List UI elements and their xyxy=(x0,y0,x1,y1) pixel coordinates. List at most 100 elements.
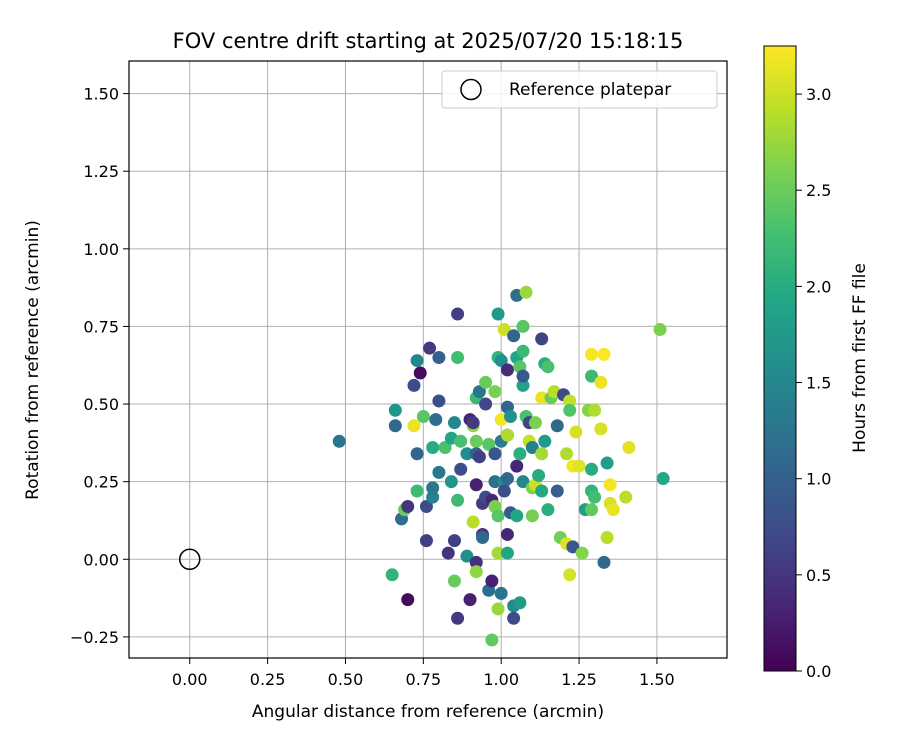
scatter-point xyxy=(432,394,446,408)
y-tick-label: 0.50 xyxy=(83,395,119,414)
scatter-point xyxy=(441,546,455,560)
scatter-point xyxy=(426,441,440,455)
scatter-point xyxy=(401,593,415,607)
scatter-point xyxy=(388,419,402,433)
x-tick-label: 0.25 xyxy=(250,670,286,689)
colorbar-tick-label: 0.0 xyxy=(806,662,831,681)
reference-platepar-marker xyxy=(178,548,201,571)
y-tick-label: −0.25 xyxy=(70,628,119,647)
scatter-point xyxy=(447,534,461,548)
colorbar-gradient xyxy=(763,45,797,672)
scatter-point xyxy=(491,546,505,560)
scatter-point xyxy=(472,385,486,399)
scatter-point xyxy=(510,509,524,523)
x-axis: 0.00 0.25 0.50 0.75 1.00 1.25 1.50 xyxy=(172,658,675,689)
scatter-point xyxy=(519,285,533,299)
colorbar-tick-label: 1.0 xyxy=(806,470,831,489)
scatter-point xyxy=(419,534,433,548)
scatter-point xyxy=(407,378,421,392)
legend: Reference platepar xyxy=(441,70,718,109)
x-tick-label: 0.75 xyxy=(406,670,442,689)
scatter-point xyxy=(600,531,614,545)
scatter-point xyxy=(488,385,502,399)
scatter-point xyxy=(447,416,461,430)
scatter-point xyxy=(597,555,611,569)
scatter-point xyxy=(410,447,424,461)
scatter-point xyxy=(426,490,440,504)
scatter-point xyxy=(469,565,483,579)
scatter-point xyxy=(500,472,514,486)
scatter-point xyxy=(463,593,477,607)
scatter-point xyxy=(525,509,539,523)
scatter-point xyxy=(485,633,499,647)
scatter-point xyxy=(588,490,602,504)
scatter-point xyxy=(525,441,539,455)
x-tick-label: 1.00 xyxy=(483,670,519,689)
colorbar-label: Hours from first FF file xyxy=(850,263,870,453)
scatter-point xyxy=(538,434,552,448)
scatter-point xyxy=(550,419,564,433)
scatter-point xyxy=(550,484,564,498)
scatter-point xyxy=(451,611,465,625)
scatter-point xyxy=(535,447,549,461)
scatter-point xyxy=(491,509,505,523)
scatter-point xyxy=(566,540,580,554)
scatter-point xyxy=(594,375,608,389)
scatter-point xyxy=(482,437,496,451)
scatter-point xyxy=(466,515,480,529)
scatter-point xyxy=(460,447,474,461)
scatter-point xyxy=(619,490,633,504)
scatter-point xyxy=(410,354,424,368)
scatter-point xyxy=(497,484,511,498)
scatter-point xyxy=(504,409,518,423)
scatter-point xyxy=(594,422,608,436)
reference-marker-group xyxy=(178,548,201,571)
scatter-point xyxy=(588,403,602,417)
scatter-point xyxy=(656,472,670,486)
y-tick-label: 1.50 xyxy=(83,85,119,104)
x-tick-label: 1.50 xyxy=(639,670,675,689)
x-tick-label: 0.50 xyxy=(328,670,364,689)
scatter-point xyxy=(410,484,424,498)
scatter-point xyxy=(507,611,521,625)
colorbar-tick-label: 3.0 xyxy=(806,85,831,104)
y-axis: −0.25 0.00 0.25 0.50 0.75 1.00 1.25 1.50 xyxy=(70,85,129,647)
plot-frame xyxy=(128,60,728,659)
scatter-point xyxy=(454,462,468,476)
scatter-point xyxy=(575,546,589,560)
scatter-point xyxy=(451,493,465,507)
scatter-point xyxy=(572,459,586,473)
legend-reference-marker xyxy=(460,78,482,101)
scatter-point xyxy=(653,323,667,337)
scatter-point xyxy=(432,465,446,479)
scatter-point xyxy=(451,307,465,321)
scatter-point xyxy=(563,394,577,408)
scatter-point xyxy=(488,447,502,461)
scatter-point xyxy=(585,369,599,383)
scatter-point xyxy=(385,568,399,582)
scatter-point xyxy=(423,341,437,355)
scatter-point xyxy=(407,419,421,433)
scatter-point xyxy=(454,434,468,448)
scatter-point xyxy=(516,378,530,392)
scatter-point xyxy=(466,416,480,430)
scatter-point xyxy=(469,478,483,492)
scatter-point xyxy=(413,366,427,380)
scatter-point xyxy=(460,549,474,563)
scatter-point xyxy=(585,347,599,361)
y-tick-label: 0.25 xyxy=(83,473,119,492)
scatter-point xyxy=(603,478,617,492)
scatter-point xyxy=(560,447,574,461)
scatter-point xyxy=(528,416,542,430)
scatter-point xyxy=(451,350,465,364)
scatter-point xyxy=(426,481,440,495)
y-tick-label: 1.00 xyxy=(83,240,119,259)
scatter-point xyxy=(541,503,555,517)
scatter-point xyxy=(429,413,443,427)
scatter-point xyxy=(416,409,430,423)
scatter-point xyxy=(535,391,549,405)
scatter-point xyxy=(438,441,452,455)
scatter-point xyxy=(497,323,511,337)
scatter-point xyxy=(585,462,599,476)
